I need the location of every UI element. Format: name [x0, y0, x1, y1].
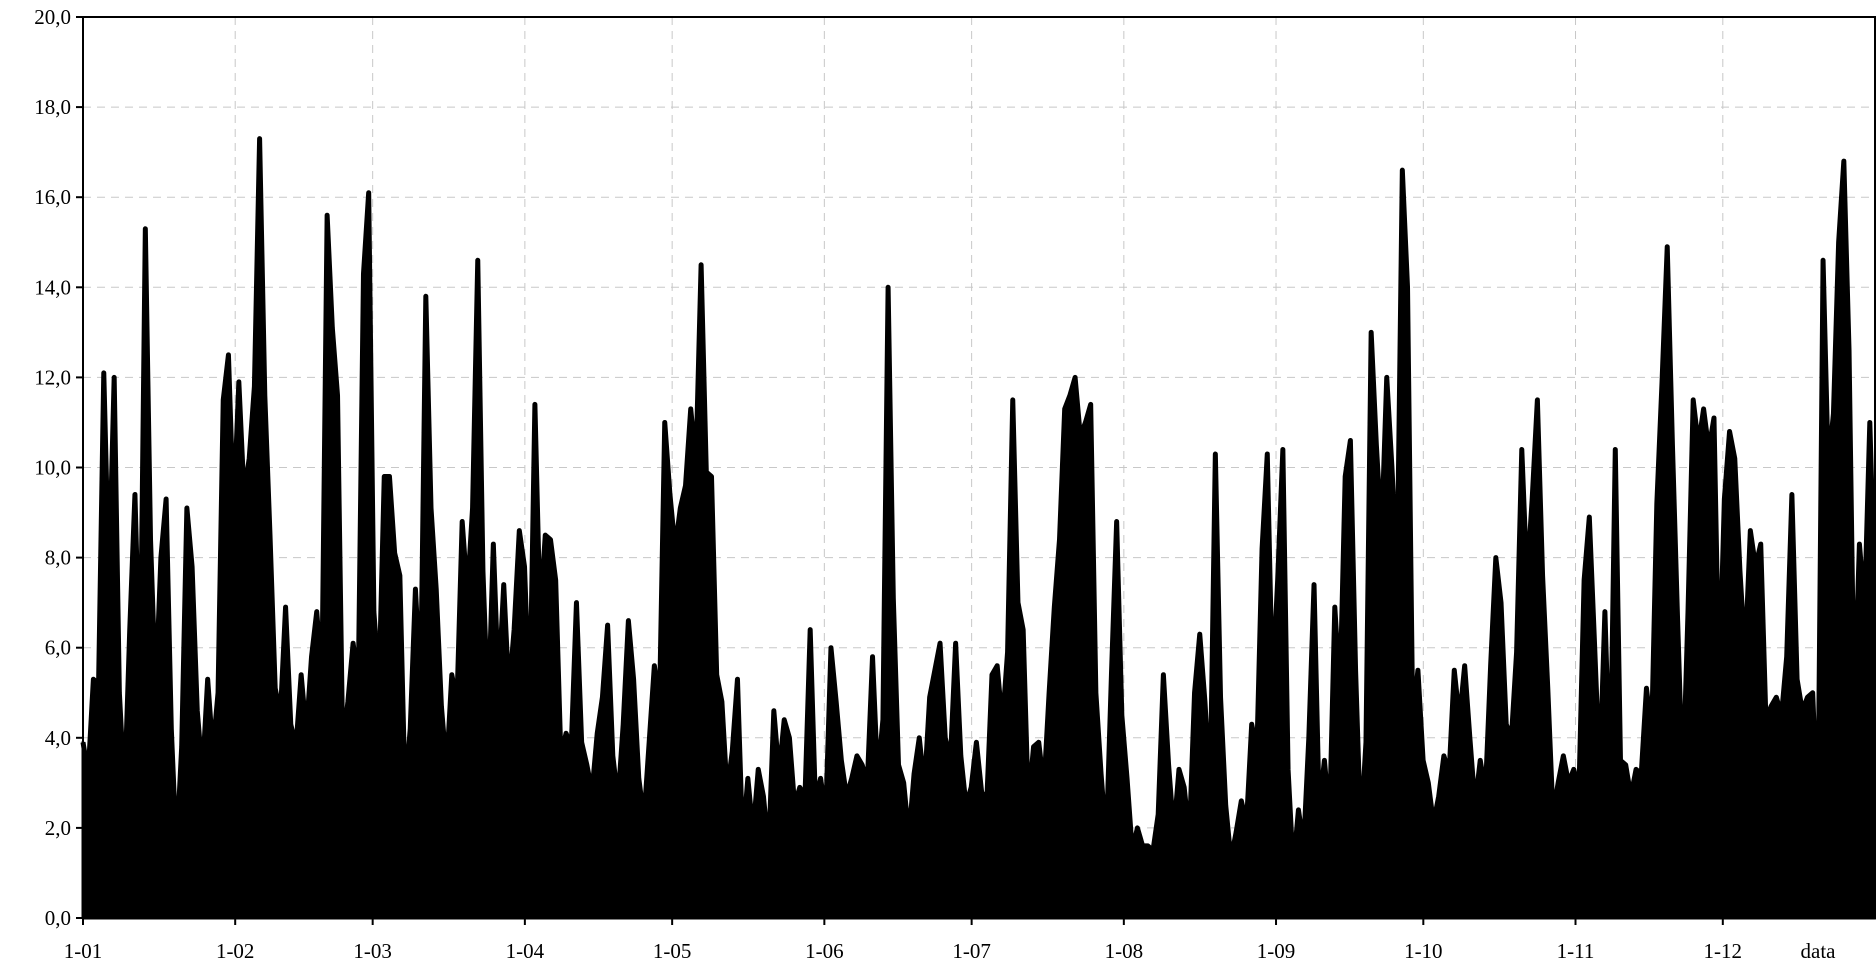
y-tick-label: 2,0	[45, 816, 71, 840]
x-tick-label: 1-12	[1704, 939, 1743, 963]
data-area-layer	[80, 136, 1876, 920]
series-area	[81, 137, 1876, 920]
x-tick-label: 1-05	[653, 939, 692, 963]
y-tick-label: 16,0	[34, 185, 71, 209]
y-tick-label: 12,0	[34, 365, 71, 389]
series-line	[80, 136, 1876, 871]
axes	[76, 16, 1876, 925]
y-tick-label: 0,0	[45, 906, 71, 930]
x-tick-label: 1-02	[216, 939, 255, 963]
x-tick-label: 1-01	[64, 939, 103, 963]
x-tick-label: 1-09	[1257, 939, 1296, 963]
x-tick-label: 1-07	[952, 939, 991, 963]
y-tick-label: 20,0	[34, 5, 71, 29]
y-tick-label: 14,0	[34, 275, 71, 299]
x-tick-label: 1-06	[805, 939, 844, 963]
x-tick-label: 1-03	[353, 939, 392, 963]
x-tick-label: 1-08	[1105, 939, 1144, 963]
y-tick-label: 18,0	[34, 95, 71, 119]
y-tick-label: 8,0	[45, 546, 71, 570]
x-tick-label: 1-10	[1404, 939, 1443, 963]
y-tick-label: 4,0	[45, 726, 71, 750]
y-tick-label: 10,0	[34, 456, 71, 480]
tick-labels: 0,0 2,0 4,0 6,0 8,0 10,0 12,0 14,0 16,0 18,0 20,0 1…	[34, 5, 1836, 963]
x-tick-label: 1-11	[1557, 939, 1595, 963]
x-axis-label: data	[1801, 939, 1837, 963]
y-tick-label: 6,0	[45, 636, 71, 660]
x-tick-label: 1-04	[506, 939, 545, 963]
plot-frame	[82, 16, 1876, 919]
